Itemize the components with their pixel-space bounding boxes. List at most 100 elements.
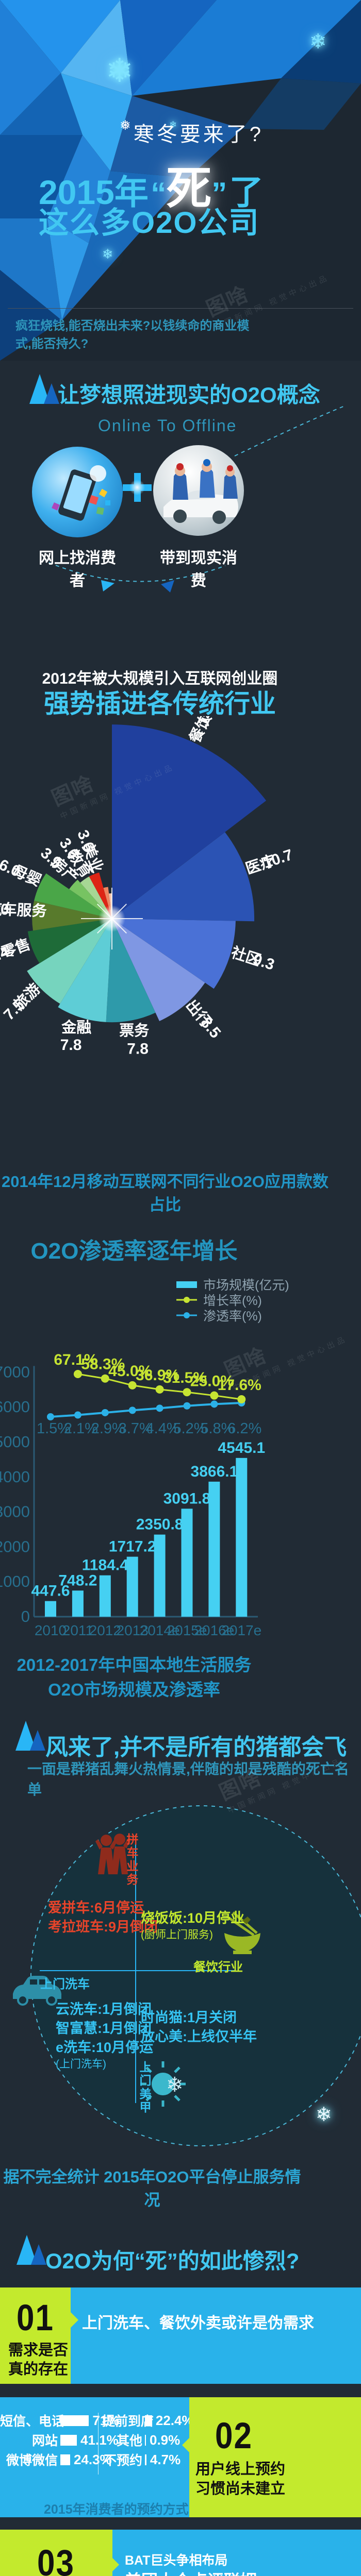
pie-slice-旅游: [27, 919, 112, 1004]
pie-slice-社区: [112, 919, 236, 989]
block1-side-text2: 真的存在: [8, 2361, 69, 2378]
block3-line1: 美团大众点评联姻: [125, 2568, 257, 2576]
booking-stat-不预约: 不预约 4.7%: [103, 2451, 181, 2468]
pie-label: 7.8: [60, 1037, 82, 1054]
booking-stats-right: 提前到店 22.4% 其他 0.9% 不预约 4.7%: [102, 2411, 194, 2469]
bar-value: 2350.8: [136, 1516, 184, 1533]
bar-value: 748.2: [58, 1572, 97, 1589]
legend-market-label: 市场规模(亿元): [203, 1278, 289, 1293]
dead-company-item: 放心美:上线仅半年: [141, 2029, 257, 2044]
booking-stat-其他: 其他 0.9%: [116, 2432, 180, 2449]
hero-divider: [8, 308, 353, 309]
penetration-label: 4.4%: [146, 1420, 180, 1437]
block1-side-text1: 需求是否: [8, 2342, 69, 2359]
growth-label: 67.1%: [54, 1351, 97, 1368]
market-bar-2011: [72, 1590, 84, 1617]
dead-company-item: 云洗车:1月倒闭: [56, 2002, 152, 2017]
market-bar-2014e: [154, 1534, 166, 1617]
block2-side-text2: 习惯尚未建立: [195, 2481, 286, 2497]
dead-companies-circle: ❄: [13, 1805, 361, 2146]
growth-label: 36.9%: [136, 1367, 179, 1384]
wind-title: 风来了,并不是所有的猪都会飞: [45, 1735, 347, 1760]
pie-slice-餐饮: [112, 724, 267, 919]
concept-title: 让梦想照进现实的O2O概念: [58, 383, 320, 407]
market-bar-2012: [99, 1575, 111, 1617]
y-tick: 1000: [0, 1572, 30, 1590]
dead-company-item: 时尚猫:1月关闭: [141, 2010, 237, 2025]
dining-list: 烧饭饭:10月停业 (厨师上门服务): [141, 1909, 244, 1942]
bar-value: 3866.1: [191, 1463, 238, 1480]
market-bar-2017e: [236, 1458, 248, 1617]
growth-label: 25.0%: [190, 1373, 234, 1390]
block3-smalltext: BAT巨头争相布局: [125, 2553, 228, 2568]
bar-value: 3091.8: [163, 1490, 211, 1507]
section-triangles-icon: [29, 374, 59, 404]
booking-stat-微博微信: 微博微信 24.3%: [6, 2451, 112, 2468]
carwash-label: 上门洗车: [40, 1977, 90, 1991]
hero-title-line1: 2015年 “死” 了: [39, 163, 264, 214]
growth-legend: 市场规模(亿元) 增长率(%) 渗透率(%): [176, 1277, 289, 1324]
y-tick: 6000: [0, 1398, 30, 1416]
legend-penetration-swatch: [176, 1312, 197, 1318]
booking-stat-网站: 网站 41.1%: [31, 2432, 119, 2449]
concept-dashed-arcs: [48, 405, 345, 592]
snowflake-icon: ❄: [316, 2104, 332, 2126]
pie-slice-医疗: [112, 832, 255, 922]
legend-growth-label: 增长率(%): [203, 1294, 262, 1308]
carpool-people-icon: [95, 1834, 131, 1874]
dead-company-item: 智富慧:1月倒闭: [56, 2021, 152, 2036]
pie-slice-金融: [58, 919, 112, 1022]
y-tick: 7000: [0, 1363, 30, 1381]
block3-side: 03 巨头竞争碾死小公司 产品同质化严重: [0, 2530, 112, 2576]
growth-label: 17.6%: [218, 1377, 261, 1394]
snowflake-icon: ❄: [106, 52, 134, 89]
arrowhead-icon: [101, 580, 114, 591]
penetration-line: [50, 1402, 242, 1418]
penetration-label: 3.7%: [119, 1420, 153, 1437]
dining-label: 餐饮行业: [193, 1960, 243, 1974]
pie-label: 6.0: [0, 901, 9, 919]
online-label: 网上找消费者: [39, 550, 116, 589]
why-title: O2O为何“死”的如此惨烈?: [45, 2249, 300, 2273]
dining-bowl-icon: [224, 1911, 260, 1954]
block2-side: 02 用户线上预约 习惯尚未建立: [182, 2397, 361, 2517]
pie-slice-汽车服务: [32, 901, 112, 931]
legend-market-swatch: [176, 1281, 197, 1288]
block2-number: 02: [215, 2415, 253, 2457]
block2-caption: 2015年消费者的预约方式: [44, 2502, 189, 2517]
legend-growth-swatch: [176, 1297, 197, 1303]
pie-label: 金融: [61, 1019, 91, 1036]
block1-arrow: [71, 2312, 78, 2328]
block2-content: 短信、电话 71% 网站 41.1% 微博微信 24.3% 提前到店 22.4% 其他 0.9%…: [0, 2397, 194, 2517]
offline-label: 带到现实消费: [160, 550, 237, 589]
block3-number: 03: [37, 2543, 75, 2576]
block1-content: 上门洗车、餐饮外卖或许是伪需求: [71, 2287, 361, 2384]
block1-number: 01: [17, 2297, 54, 2339]
x-tick: 2013: [117, 1622, 149, 1638]
dead-company-item: (厨师上门服务): [141, 1929, 213, 1941]
pie-label: 9.3: [251, 951, 276, 973]
y-tick: 3000: [0, 1503, 30, 1521]
carwash-car-icon: [13, 1976, 61, 2006]
block2-arrow: [182, 2438, 189, 2452]
penetration-label: 2.9%: [91, 1420, 125, 1437]
plus-icon: [123, 473, 152, 502]
wind-subtitle: 一面是群猪乱舞火热情景,伴随的却是残酷的死亡名单: [27, 1761, 349, 1798]
pie-label: 汽车服务: [0, 900, 47, 920]
snowflake-icon: ❄: [309, 30, 327, 53]
x-tick: 2014e: [140, 1622, 180, 1638]
photo-online-consumers: [32, 447, 123, 537]
hero-polygon-art: [0, 0, 361, 361]
booking-stat-短信、电话: 短信、电话 71%: [0, 2412, 120, 2429]
carpool-label: 拼车业务: [125, 1833, 138, 1887]
pie-slice-出行: [112, 919, 205, 1021]
snowflake-icon: ❄: [169, 120, 177, 130]
x-tick: 2017e: [221, 1622, 261, 1638]
bar-value: 4545.1: [218, 1439, 265, 1456]
y-tick: 2000: [0, 1537, 30, 1555]
growth-label: 58.3%: [81, 1356, 125, 1373]
hero-kicker: ❅寒冬要来了?: [120, 117, 264, 146]
arrowhead-icon: [161, 580, 174, 592]
growth-label: 45.0%: [108, 1363, 152, 1380]
industries-rose-chart: 餐饮14.6医疗10.7社区9.3出行8.5票务7.8金融7.8旅游7.5零售6…: [0, 716, 295, 1058]
